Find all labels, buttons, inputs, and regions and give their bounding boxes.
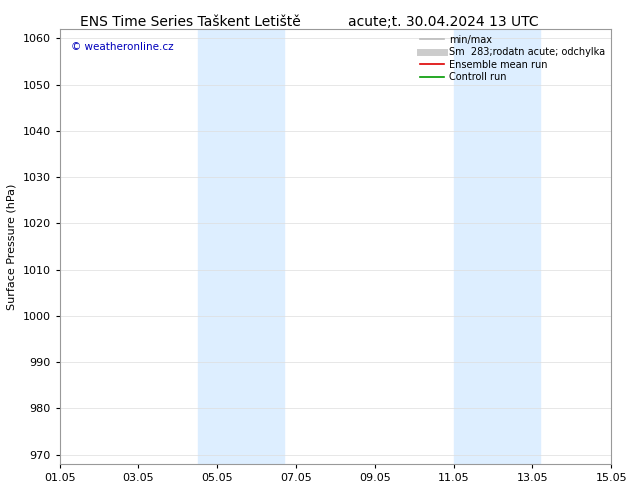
Text: ENS Time Series Taškent Letiště: ENS Time Series Taškent Letiště [80,15,301,29]
Bar [454,29,493,464]
Bar [493,29,540,464]
Bar [198,29,237,464]
Text: acute;t. 30.04.2024 13 UTC: acute;t. 30.04.2024 13 UTC [349,15,539,29]
Y-axis label: Surface Pressure (hPa): Surface Pressure (hPa) [7,183,17,310]
Legend: min/max, Sm  283;rodatn acute; odchylka, Ensemble mean run, Controll run: min/max, Sm 283;rodatn acute; odchylka, … [417,31,609,86]
Text: © weatheronline.cz: © weatheronline.cz [70,42,173,52]
Bar [237,29,284,464]
